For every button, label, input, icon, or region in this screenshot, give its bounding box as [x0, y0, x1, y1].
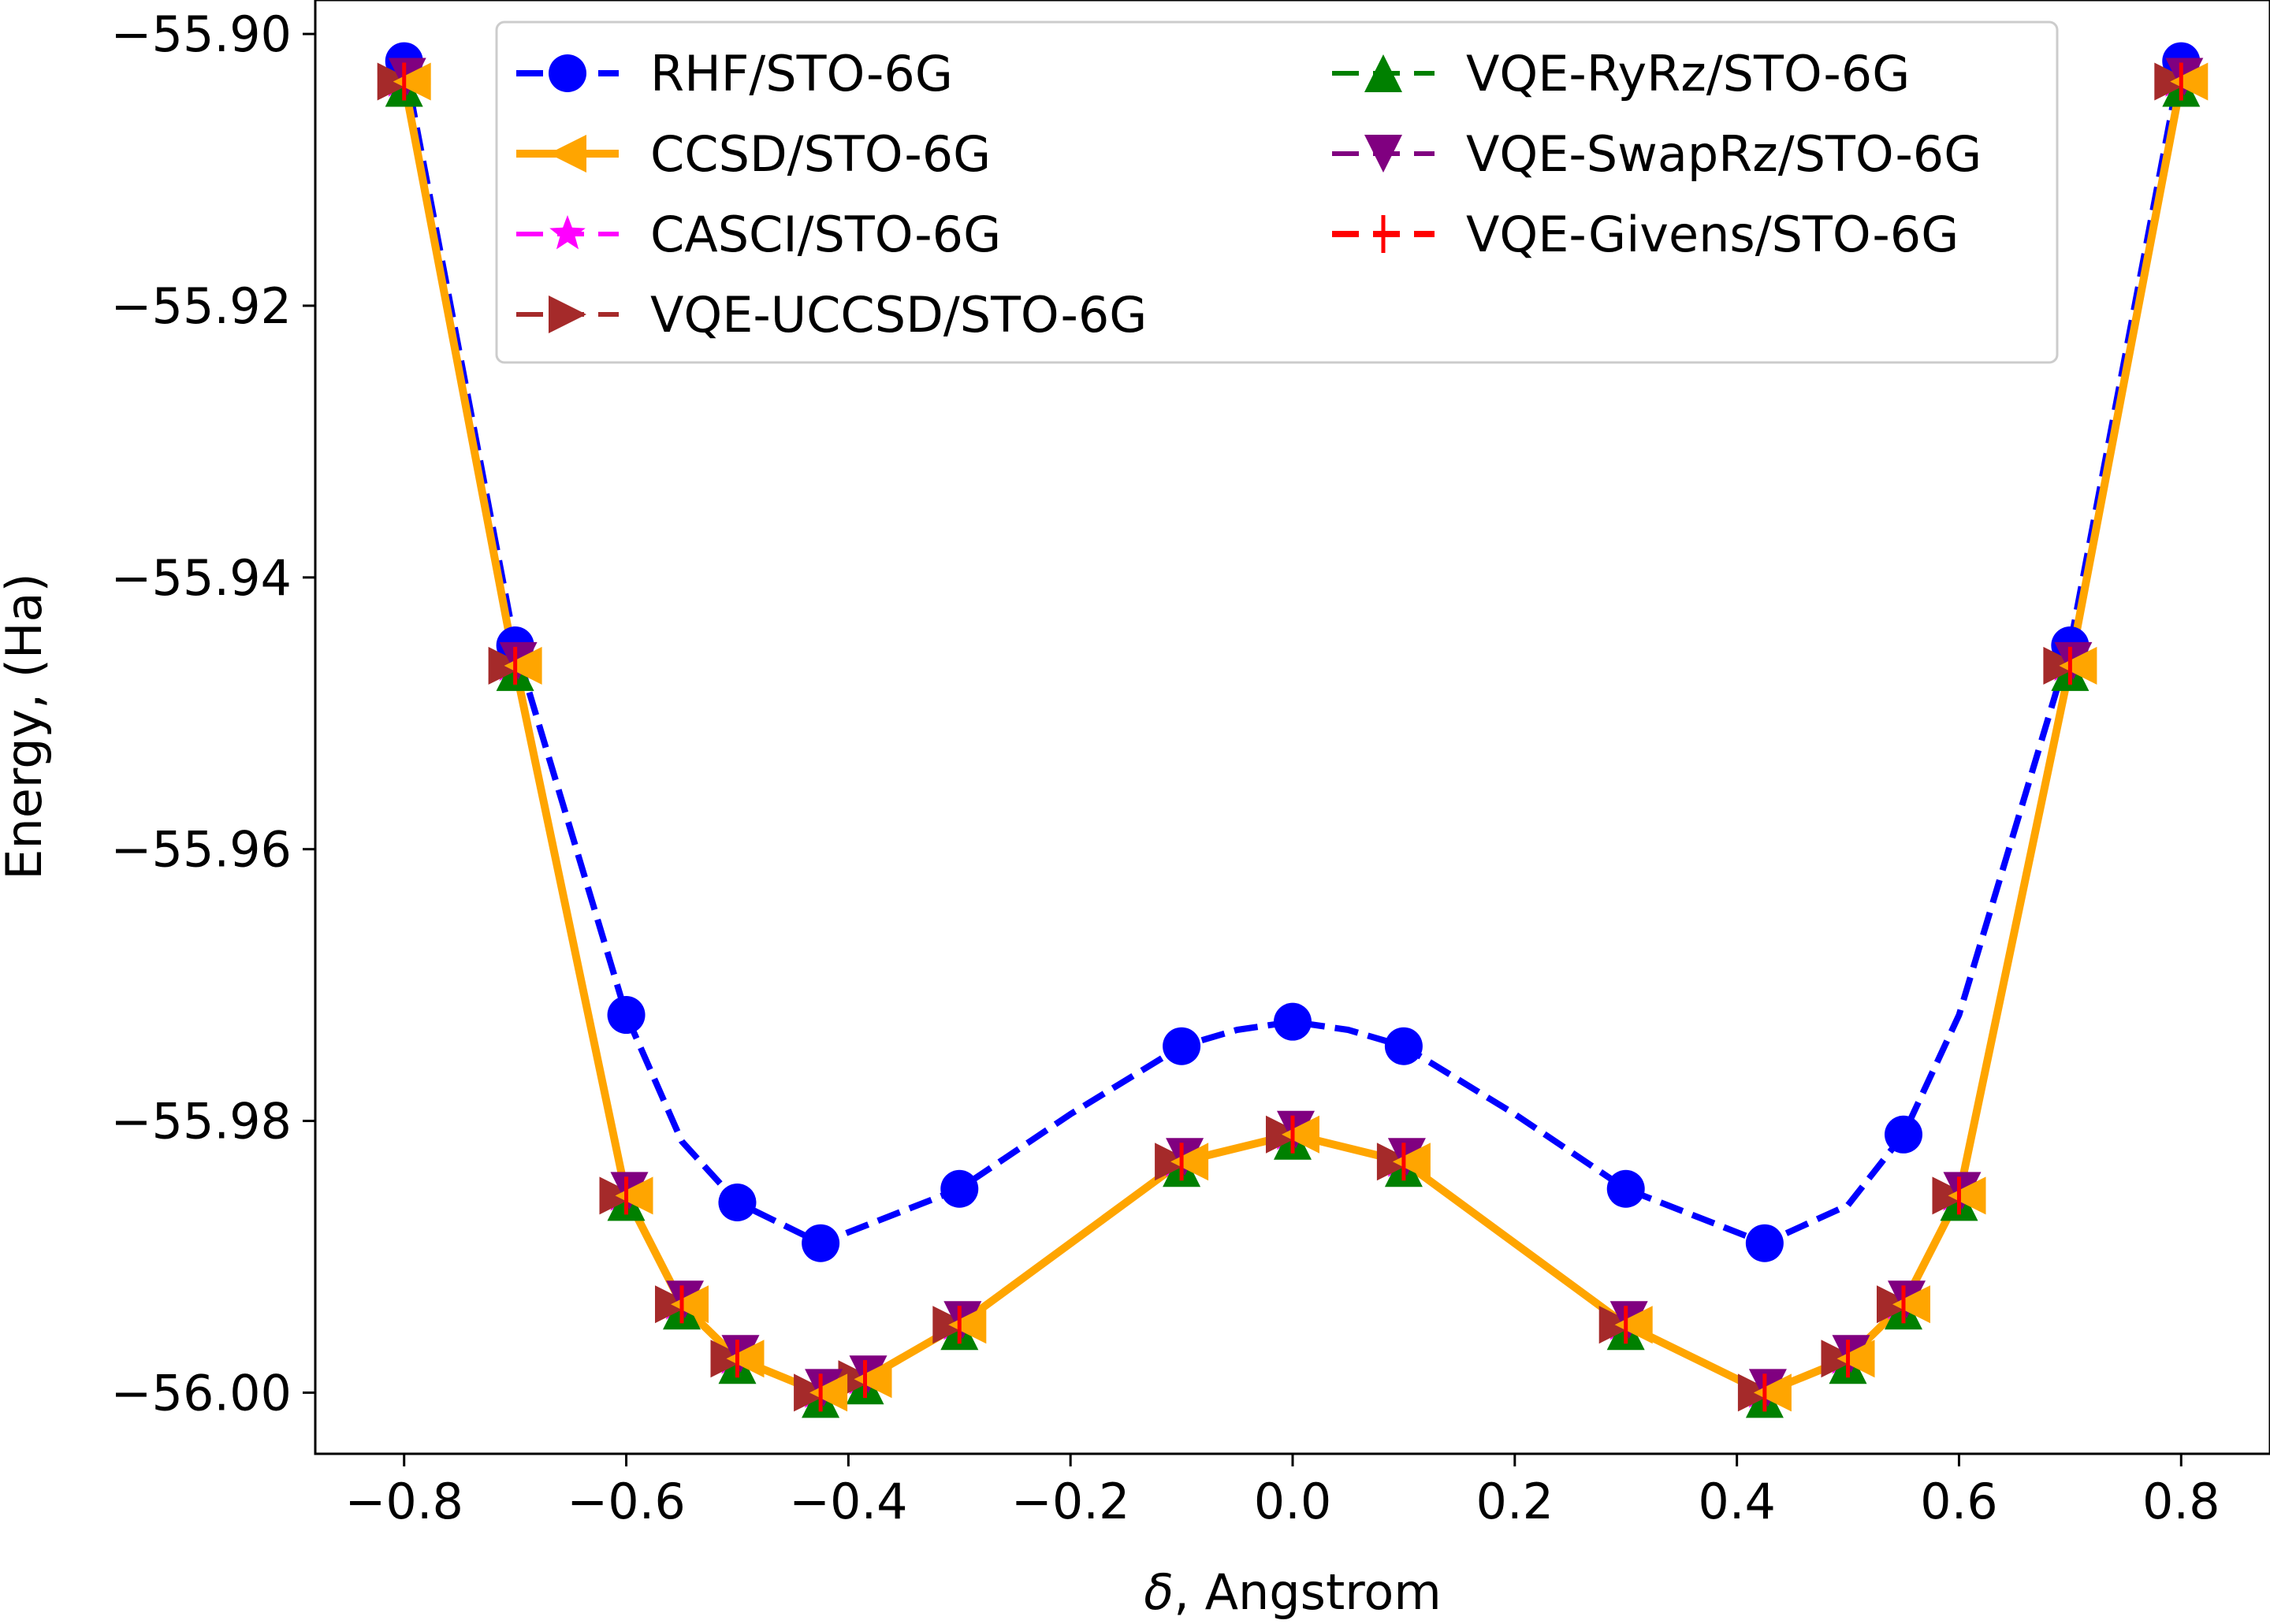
x-tick-label: 0.4	[1698, 1473, 1776, 1530]
series-0-marker	[1384, 1027, 1423, 1065]
legend-label-5: VQE-SwapRz/STO-6G	[1466, 125, 1982, 183]
legend-label-4: VQE-RyRz/STO-6G	[1466, 45, 1910, 102]
y-tick-label: −55.90	[111, 6, 292, 63]
legend-label-1: CCSD/STO-6G	[650, 125, 991, 183]
x-axis-label-text: , Angstrom	[1174, 1563, 1442, 1621]
series-1-marker	[671, 1285, 709, 1324]
y-tick-label: −55.92	[111, 277, 292, 335]
x-tick-label: −0.4	[789, 1473, 908, 1530]
series-1-marker	[1753, 1373, 1792, 1412]
x-tick-label: −0.8	[344, 1473, 463, 1530]
legend-marker-1	[549, 135, 586, 173]
series-0-marker	[940, 1169, 979, 1208]
legend-marker-0	[549, 54, 586, 92]
y-tick-label: −55.98	[111, 1093, 292, 1150]
legend-label-2: CASCI/STO-6G	[650, 206, 1001, 263]
series-1-marker	[726, 1340, 765, 1378]
series-0-marker	[1274, 1002, 1312, 1041]
legend-label-3: VQE-UCCSD/STO-6G	[650, 286, 1147, 344]
legend-frame	[495, 20, 2059, 364]
series-0-marker	[607, 996, 646, 1035]
series-1-marker	[1282, 1115, 1319, 1154]
y-tick-label: −55.96	[111, 821, 292, 879]
x-axis: −0.8 −0.6 −0.4 −0.2 0.0 0.2 0.4 0.6 0.8	[344, 1454, 2220, 1530]
series-1-marker	[809, 1373, 848, 1412]
y-axis: −55.90 −55.92 −55.94 −55.96 −55.98 −56.00	[111, 6, 315, 1421]
y-tick-label: −56.00	[111, 1364, 292, 1421]
series-1-marker	[504, 646, 542, 685]
legend-marker-4	[1364, 54, 1402, 92]
series-1-marker	[1170, 1143, 1209, 1181]
x-tick-label: −0.6	[567, 1473, 686, 1530]
y-tick-label: −55.94	[111, 549, 292, 607]
series-1-marker	[1392, 1143, 1431, 1181]
series-0-marker	[1163, 1027, 1201, 1065]
legend-label-0: RHF/STO-6G	[650, 45, 953, 102]
x-tick-label: 0.2	[1476, 1473, 1554, 1530]
x-tick-label: 0.0	[1254, 1473, 1332, 1530]
x-tick-label: −0.2	[1011, 1473, 1130, 1530]
series-0-marker	[1745, 1224, 1784, 1262]
series-1-marker	[615, 1176, 653, 1215]
legend-marker-5	[1364, 135, 1402, 173]
series-markers	[377, 42, 2209, 1418]
x-tick-label: 0.8	[2142, 1473, 2220, 1530]
series-1-marker	[854, 1360, 892, 1399]
series-1-marker	[1948, 1176, 1986, 1215]
x-axis-label: δ, Angstrom	[1144, 1563, 1441, 1621]
legend-label-6: VQE-Givens/STO-6G	[1466, 206, 1959, 263]
legend-marker-3	[549, 295, 586, 333]
series-1-marker	[1836, 1340, 1875, 1378]
series-1-marker	[1892, 1285, 1930, 1324]
series-1-marker	[1614, 1306, 1653, 1344]
series-0-marker	[718, 1184, 757, 1222]
series-1-marker	[2059, 646, 2097, 685]
legend-marker-2	[549, 215, 586, 250]
x-axis-label-symbol: δ	[1144, 1563, 1174, 1621]
series-1-marker	[393, 62, 431, 101]
series-0-marker	[802, 1224, 840, 1262]
y-axis-label: Energy, (Ha)	[0, 573, 53, 879]
x-tick-label: 0.6	[1920, 1473, 1998, 1530]
series-0-marker	[1885, 1115, 1922, 1154]
series-0-marker	[1606, 1169, 1645, 1208]
legend: RHF/STO-6G CCSD/STO-6G CASCI/STO-6G VQE-UCC…	[495, 20, 2059, 364]
series-1-marker	[2170, 62, 2209, 101]
series-1-marker	[948, 1306, 987, 1344]
